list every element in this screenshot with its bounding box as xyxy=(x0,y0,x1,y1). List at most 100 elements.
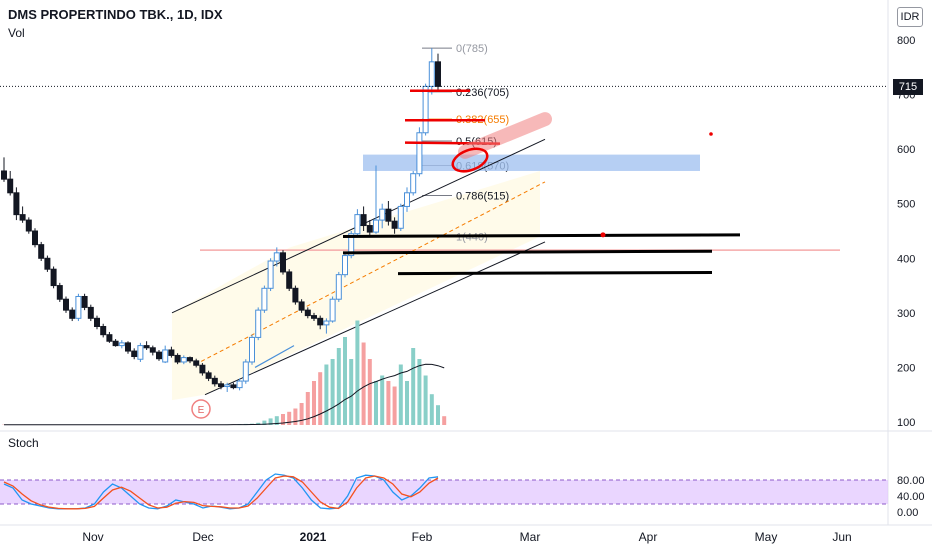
candle-body xyxy=(199,364,206,374)
channel-mid-line xyxy=(194,181,546,366)
candle-body xyxy=(100,326,107,336)
stoch-tick-label: 80.00 xyxy=(897,475,925,487)
x-tick-label: Dec xyxy=(192,530,213,544)
candle-body xyxy=(323,320,330,326)
candle-body xyxy=(335,274,342,300)
candle-body xyxy=(137,345,144,360)
candle-body xyxy=(125,342,131,352)
volume-bar xyxy=(392,386,397,425)
volume-bar xyxy=(274,416,279,425)
x-tick-label: 2021 xyxy=(300,530,327,544)
volume-label: Vol xyxy=(8,26,25,40)
volume-bar xyxy=(293,408,298,425)
volume-bar xyxy=(423,375,428,425)
volume-bar xyxy=(324,364,329,425)
volume-bar xyxy=(330,359,335,425)
candle-body xyxy=(75,295,82,319)
candle-body xyxy=(13,192,20,216)
stoch-d-line xyxy=(3,475,439,510)
chart-title: DMS PROPERTINDO TBK., 1D, IDX xyxy=(8,7,223,22)
candle-body xyxy=(25,219,32,232)
candle-body xyxy=(397,205,404,229)
stoch-tick-label: 40.00 xyxy=(897,491,925,503)
volume-bar xyxy=(398,364,403,425)
volume-bar xyxy=(411,348,416,425)
y-tick-label: 100 xyxy=(897,417,915,429)
y-tick-label: 800 xyxy=(897,35,915,47)
x-tick-label: Feb xyxy=(412,530,433,544)
currency-button[interactable]: IDR xyxy=(897,7,923,27)
x-tick-label: Apr xyxy=(639,530,658,544)
candle-body xyxy=(404,192,410,207)
volume-bar xyxy=(380,375,385,425)
y-tick-label: 500 xyxy=(897,199,915,211)
candle-body xyxy=(218,383,224,388)
y-tick-label: 400 xyxy=(897,253,915,265)
volume-bar xyxy=(417,359,422,425)
candle-body xyxy=(180,357,187,363)
candle-body xyxy=(143,345,150,349)
candle-body xyxy=(1,170,7,180)
candle-body xyxy=(391,220,398,229)
candle-body xyxy=(273,252,280,262)
candle-body xyxy=(410,173,417,194)
candle-body xyxy=(286,271,293,289)
event-marker xyxy=(191,399,211,419)
candle-body xyxy=(162,349,169,363)
candle-body xyxy=(348,233,355,257)
volume-bar xyxy=(343,337,347,425)
x-tick-label: Nov xyxy=(82,530,103,544)
volume-bar xyxy=(355,320,360,425)
candle-body xyxy=(19,214,26,221)
red-highlight-stroke xyxy=(458,112,552,159)
candle-body xyxy=(236,380,243,389)
candle-body xyxy=(360,214,367,227)
volume-bar xyxy=(349,359,354,425)
stoch-label: Stoch xyxy=(8,436,39,450)
candle-body xyxy=(428,61,435,87)
candle-body xyxy=(94,317,100,328)
candle-body xyxy=(255,309,262,338)
candle-body xyxy=(224,384,231,388)
candle-body xyxy=(87,306,94,319)
volume-bar xyxy=(312,381,316,425)
fib-level-label: 0(785) xyxy=(456,43,488,55)
candle-body xyxy=(118,342,125,347)
candle-body xyxy=(81,295,88,308)
candle-body xyxy=(379,208,386,221)
volume-bar xyxy=(374,381,378,425)
volume-bar xyxy=(336,348,341,425)
candle-body xyxy=(168,349,175,356)
candle-body xyxy=(32,230,38,246)
candle-body xyxy=(311,315,317,319)
candle-body xyxy=(267,260,274,289)
volume-bar xyxy=(405,381,409,425)
candle-body xyxy=(50,268,57,287)
candle-body xyxy=(38,244,45,259)
candle-body xyxy=(329,298,336,322)
candle-body xyxy=(205,372,212,379)
candle-body xyxy=(298,301,305,311)
red-dot xyxy=(600,232,606,238)
candle-body xyxy=(187,357,193,362)
candle-body xyxy=(261,287,268,311)
candle-body xyxy=(280,252,286,273)
candle-body xyxy=(249,336,255,363)
x-tick-label: May xyxy=(755,530,778,544)
volume-bar xyxy=(429,394,434,425)
volume-bar xyxy=(367,359,372,425)
last-price-tag: 715 xyxy=(893,79,923,95)
candle-body xyxy=(304,309,311,317)
candle-body xyxy=(435,61,441,87)
candle-body xyxy=(317,317,324,326)
candle-body xyxy=(63,298,69,311)
event-marker-label: E xyxy=(198,405,205,416)
channel-fill xyxy=(172,170,540,401)
stoch-tick-label: 0.00 xyxy=(897,507,918,519)
volume-bar xyxy=(281,414,285,425)
volume-ma-line xyxy=(4,363,445,426)
supply-zone xyxy=(363,154,700,171)
volume-bar xyxy=(299,403,304,425)
candle-body xyxy=(242,361,249,382)
